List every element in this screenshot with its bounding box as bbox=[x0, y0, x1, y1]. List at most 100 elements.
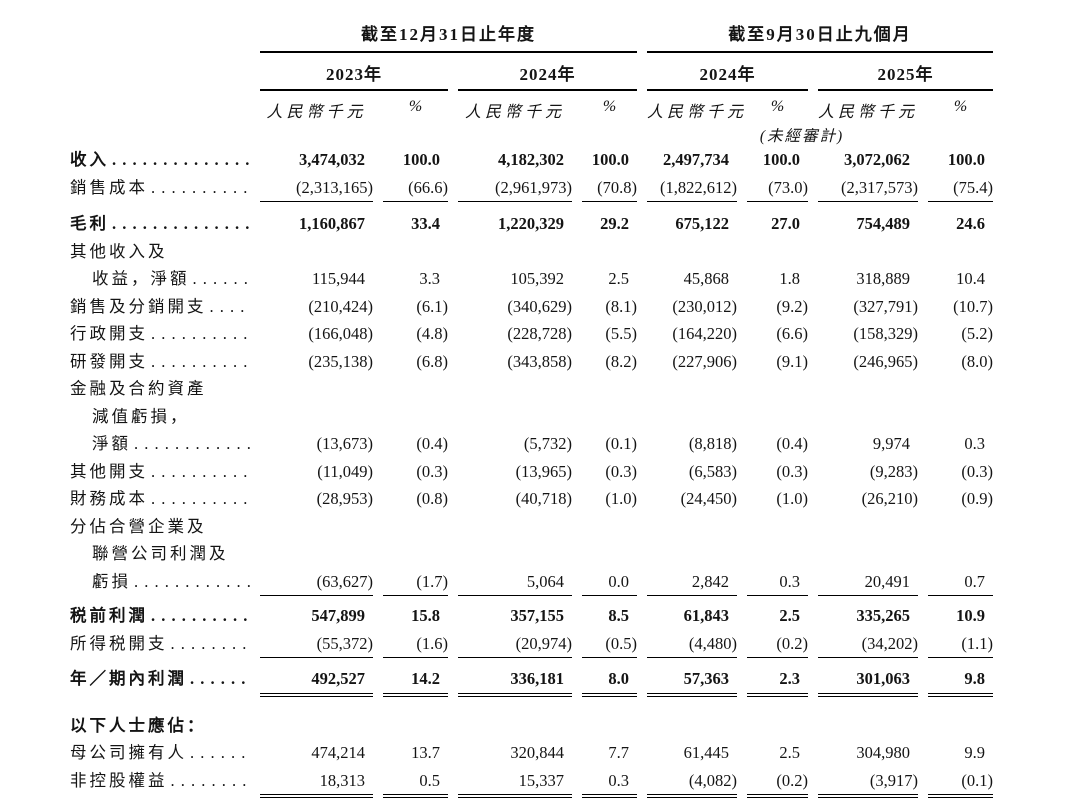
cell-value: 754,489 bbox=[856, 214, 910, 233]
row-label-text: 減值虧損， bbox=[92, 406, 190, 426]
cell-value: 9,974 bbox=[872, 434, 910, 453]
row-label: 行政開支 bbox=[70, 320, 250, 348]
row-label: 虧損 bbox=[70, 568, 250, 597]
row-label-text: 非控股權益 bbox=[70, 770, 168, 790]
cell-value: (26,210) bbox=[861, 489, 918, 508]
cell-value: 0.5 bbox=[383, 767, 448, 798]
amount-unit-header: 人民幣千元 bbox=[647, 104, 748, 121]
cell-value: (66.6) bbox=[383, 174, 448, 202]
cell-value: (20,974) bbox=[458, 630, 572, 658]
table-row: 非控股權益 18,313 0.5 15,337 0.3 (4,082) (0.2) (3,91… bbox=[70, 767, 1080, 798]
cell-value: (11,049) bbox=[317, 461, 373, 481]
cell-value: (327,791) bbox=[853, 296, 918, 316]
cell-value: (6.8) bbox=[416, 351, 448, 371]
cell-value: (0.4) bbox=[776, 434, 808, 453]
cell-value bbox=[383, 513, 448, 541]
cell-value bbox=[458, 238, 572, 266]
cell-value: (6.1) bbox=[416, 296, 448, 316]
cell-value: 336,181 bbox=[458, 665, 572, 697]
period-header-annual: 截至12月31日止年度 bbox=[260, 20, 637, 53]
cell-value: (2,317,573) bbox=[818, 174, 918, 202]
cell-value: 547,899 bbox=[311, 606, 365, 625]
amount-unit-header: 人民幣千元 bbox=[266, 104, 367, 121]
year-header-9m-2024: 2024年 bbox=[647, 60, 808, 91]
cell-value: 2.5 bbox=[608, 269, 629, 288]
cell-value bbox=[383, 238, 448, 266]
cell-value: (8.0) bbox=[961, 351, 993, 371]
cell-value bbox=[647, 403, 737, 431]
column-header-row: 人民幣千元 % 人民幣千元 % 人民幣千元 % 人民幣千元 % bbox=[70, 91, 1080, 122]
cell-value bbox=[928, 375, 993, 403]
cell-value bbox=[383, 712, 448, 740]
cell-value: 18,313 bbox=[260, 767, 373, 798]
row-label-text: 母公司擁有人 bbox=[70, 743, 187, 762]
cell-value: 33.4 bbox=[411, 214, 440, 233]
cell-value: 15,337 bbox=[458, 767, 572, 798]
dot-leader bbox=[187, 739, 250, 767]
cell-value: 4,182,302 bbox=[498, 150, 564, 169]
cell-value bbox=[818, 540, 918, 568]
cell-value: (164,220) bbox=[672, 324, 737, 343]
row-label: 税前利潤 bbox=[70, 602, 250, 630]
cell-value: 357,155 bbox=[510, 606, 564, 625]
row-label-text: 行政開支 bbox=[70, 324, 148, 343]
cell-value bbox=[818, 375, 918, 403]
cell-value: 27.0 bbox=[771, 214, 800, 233]
cell-value bbox=[383, 540, 448, 568]
cell-value: (6.6) bbox=[776, 324, 808, 343]
cell-value: 14.2 bbox=[383, 665, 448, 697]
row-label-text: 其他收入及 bbox=[70, 241, 168, 261]
cell-value bbox=[458, 375, 572, 403]
year-header-9m-2025: 2025年 bbox=[818, 60, 993, 91]
table-row: 金融及合約資產 bbox=[70, 375, 1080, 403]
cell-value: 320,844 bbox=[510, 743, 564, 762]
unaudited-note: (未經審計) bbox=[759, 128, 845, 145]
cell-value bbox=[647, 375, 737, 403]
cell-value: 105,392 bbox=[510, 269, 564, 288]
cell-value: (1.1) bbox=[928, 630, 993, 658]
table-row: 其他開支 (11,049) (0.3) (13,965) (0.3) (6,583) (0.… bbox=[70, 458, 1080, 486]
table-row: 分佔合營企業及 bbox=[70, 513, 1080, 541]
cell-value: (158,329) bbox=[853, 324, 918, 343]
table-row: 以下人士應佔： bbox=[70, 712, 1080, 740]
dot-leader bbox=[187, 665, 250, 697]
cell-value: (1.0) bbox=[605, 489, 637, 508]
cell-value: (2,313,165) bbox=[260, 174, 373, 202]
cell-value bbox=[260, 238, 373, 266]
cell-value: (9,283) bbox=[869, 461, 918, 481]
year-header-2024: 2024年 bbox=[458, 60, 637, 91]
row-label: 財務成本 bbox=[70, 485, 250, 513]
dot-leader bbox=[131, 568, 250, 597]
cell-value bbox=[747, 513, 808, 541]
dot-leader bbox=[148, 602, 250, 630]
cell-value: 61,445 bbox=[683, 743, 729, 762]
row-label: 銷售及分銷開支 bbox=[70, 293, 250, 321]
cell-value: 24.6 bbox=[956, 214, 985, 233]
cell-value: 304,980 bbox=[856, 743, 910, 762]
percent-header: % bbox=[602, 98, 617, 115]
cell-value: (28,953) bbox=[316, 489, 373, 508]
cell-value: 335,265 bbox=[856, 606, 910, 625]
cell-value: 20,491 bbox=[818, 568, 918, 596]
row-label: 收益，淨額 bbox=[70, 265, 250, 293]
cell-value bbox=[818, 238, 918, 266]
cell-value: (166,048) bbox=[308, 324, 373, 343]
cell-value bbox=[747, 403, 808, 431]
row-label: 淨額 bbox=[70, 430, 250, 458]
row-label-text: 收入 bbox=[70, 150, 109, 169]
cell-value: (34,202) bbox=[818, 630, 918, 658]
dot-leader bbox=[148, 348, 250, 376]
cell-value: (1,822,612) bbox=[647, 174, 737, 202]
cell-value: 0.7 bbox=[928, 568, 993, 596]
row-label-text: 金融及合約資產 bbox=[70, 379, 207, 398]
cell-value: 2,842 bbox=[647, 568, 737, 596]
dot-leader bbox=[109, 210, 250, 238]
cell-value: 100.0 bbox=[762, 150, 800, 169]
year-header-row: 2023年 2024年 2024年 2025年 bbox=[70, 53, 1080, 91]
cell-value: (5.5) bbox=[605, 324, 637, 343]
row-label-text: 分佔合營企業及 bbox=[70, 516, 207, 536]
cell-value bbox=[458, 540, 572, 568]
cell-value: 7.7 bbox=[608, 743, 629, 762]
table-row: 所得税開支 (55,372) (1.6) (20,974) (0.5) (4,480) (0… bbox=[70, 630, 1080, 658]
